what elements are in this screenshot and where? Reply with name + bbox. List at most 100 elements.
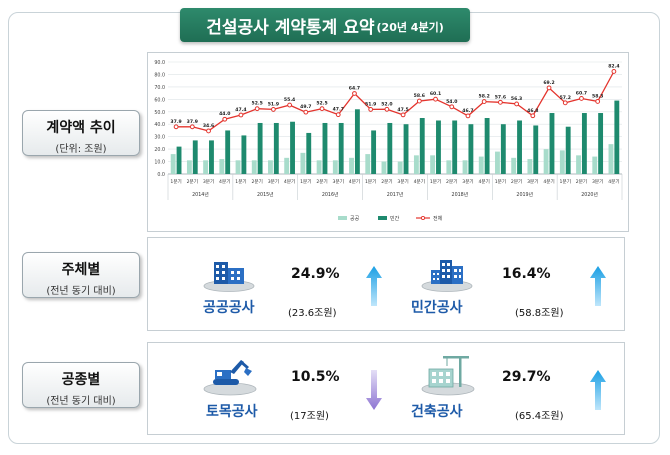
agent-sub: (전년 동기 대비) [46,286,116,297]
x-tick-label: 1분기 [560,178,571,185]
total-point [287,102,293,108]
private-bar [371,130,377,174]
x-tick-label: 3분기 [462,178,473,185]
total-point [319,106,325,112]
legend-swatch-private [378,216,387,220]
total-point [595,99,601,104]
x-tick-label: 1분기 [430,178,441,185]
data-label: 37.9 [187,119,198,125]
private-bar [452,120,458,174]
total-point [514,101,520,107]
private-bar [419,118,425,174]
data-label: 44.0 [219,111,230,117]
total-point [368,107,374,112]
data-label: 52.5 [252,101,263,107]
public-bar [316,160,322,174]
public-bar [365,154,371,174]
public-bar [235,160,241,174]
total-point [400,112,406,118]
year-label: 2019년 [516,191,533,198]
x-tick-label: 3분기 [397,178,408,185]
public-bar [608,144,614,174]
y-tick-label: 50.0 [154,110,165,116]
data-label: 51.9 [268,101,279,107]
city-buildings-icon [421,260,473,292]
total-point [579,96,584,101]
x-tick-label: 4분기 [543,178,554,185]
private-bar [598,113,604,174]
private-bar [273,122,279,174]
x-tick-label: 4분기 [414,178,425,185]
type-section-label: 공종별 (전년 동기 대비) [22,362,140,408]
private-bar [176,146,182,174]
data-label: 55.4 [284,97,295,103]
excavator-icon [203,360,257,396]
x-tick-label: 2분기 [576,178,587,185]
total-point [465,113,471,119]
public-bar [495,151,500,174]
type-label: 공종별 [61,372,101,388]
x-tick-label: 1분기 [300,178,311,185]
total-point [173,124,179,130]
public-bar [268,160,273,174]
public-bar [478,156,484,174]
data-label: 47.7 [333,107,344,113]
public-bar [300,152,306,174]
total-point [222,116,228,122]
x-tick-label: 1분기 [170,178,181,185]
legend-swatch-public [338,216,347,220]
x-tick-label: 2분기 [381,178,392,185]
page-subtitle: (20년 4분기) [376,20,444,34]
total-point [497,99,503,105]
building-amount: (65.4조원) [515,411,564,422]
private-bar [517,120,522,174]
y-tick-label: 90.0 [154,60,165,66]
x-tick-label: 2분기 [511,178,522,185]
public-name: 공공공사 [203,300,255,316]
public-bar [381,161,387,174]
data-label: 46.8 [527,108,538,114]
trend-chart: 0.0 10.0 20.0 30.0 40.0 50.0 60.0 70.0 80.0 90.0 1… [154,60,623,222]
total-point [449,104,455,110]
year-label: 2020년 [581,191,598,198]
public-bar [186,160,192,174]
civil-amount: (17조원) [290,411,329,422]
y-tick-label: 20.0 [154,147,165,153]
total-point [270,107,276,112]
data-label: 52.5 [316,101,327,107]
x-tick-label: 2분기 [251,178,262,185]
total-point [238,112,244,118]
public-bar [284,157,290,174]
private-bar [468,124,474,174]
private-card: 민간공사 16.4% (58.8조원) [387,238,626,332]
building-up-arrow-icon [590,370,606,410]
x-tick-label: 4분기 [478,178,489,185]
public-bar [219,159,225,174]
data-label: 60.1 [430,91,441,97]
x-tick-label: 3분기 [333,178,344,185]
total-point [416,98,422,104]
private-bar [614,100,620,174]
public-amount: (23.6조원) [288,308,337,319]
x-tick-label: 2분기 [187,178,198,185]
data-label: 82.4 [608,63,619,69]
year-label: 2016년 [322,191,339,198]
data-label: 54.0 [446,99,457,105]
private-bar [354,109,360,174]
agent-label: 주체별 [61,262,101,278]
public-bar [592,156,598,174]
x-tick-label: 4분기 [284,178,295,185]
public-bar [511,157,517,174]
data-label: 37.9 [170,119,181,125]
x-tick-label: 4분기 [608,178,619,185]
data-label: 47.5 [397,107,408,113]
public-bar [349,157,354,174]
data-label: 51.9 [365,101,376,107]
building-name: 건축공사 [411,404,463,420]
public-bar [559,150,565,174]
private-bar [241,135,247,174]
title-banner: 건설공사 계약통계 요약 (20년 4분기) [180,8,470,42]
building-pct: 29.7% [502,369,551,385]
private-amount: (58.8조원) [515,308,564,319]
private-bar [387,122,393,174]
